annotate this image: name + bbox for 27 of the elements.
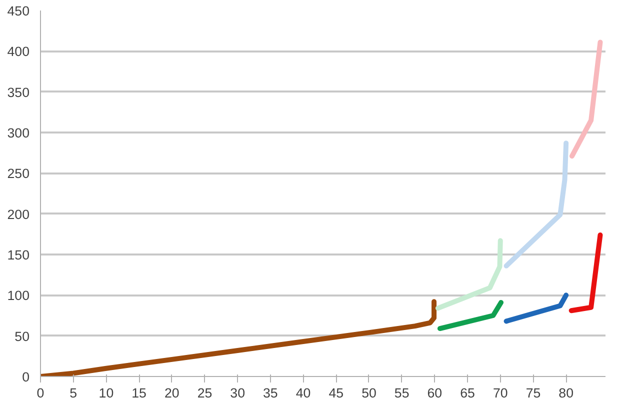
x-tick-label: 20 — [164, 386, 180, 400]
y-tick-label: 150 — [7, 248, 30, 262]
y-tick-label: 200 — [7, 206, 30, 222]
x-tick-label: 5 — [70, 386, 78, 400]
x-tick-label: 25 — [197, 386, 212, 400]
y-tick-label: 300 — [7, 126, 30, 140]
x-tick-label: 10 — [98, 386, 114, 400]
x-tick-label: 75 — [526, 386, 541, 400]
y-tick-label: 100 — [7, 288, 30, 304]
y-tick-label: 350 — [7, 84, 30, 100]
x-tick-label: 15 — [132, 386, 146, 400]
x-tick-label: 30 — [230, 386, 246, 400]
y-tick-label: 400 — [7, 44, 30, 60]
x-tick-label: 80 — [558, 386, 574, 400]
y-tick-label: 450 — [7, 4, 30, 18]
x-tick-label: 70 — [492, 386, 508, 400]
x-tick-label: 0 — [36, 386, 44, 400]
x-tick-label: 60 — [427, 386, 442, 400]
x-tick-label: 40 — [296, 386, 311, 400]
y-tick-label: 0 — [22, 370, 30, 384]
y-tick-label: 50 — [14, 328, 30, 344]
x-tick-label: 65 — [460, 386, 475, 400]
x-tick-label: 50 — [362, 386, 376, 400]
x-tick-label: 45 — [328, 386, 344, 400]
x-tick-label: 35 — [263, 386, 278, 400]
x-tick-label: 55 — [394, 386, 410, 400]
y-tick-label: 250 — [7, 166, 30, 182]
